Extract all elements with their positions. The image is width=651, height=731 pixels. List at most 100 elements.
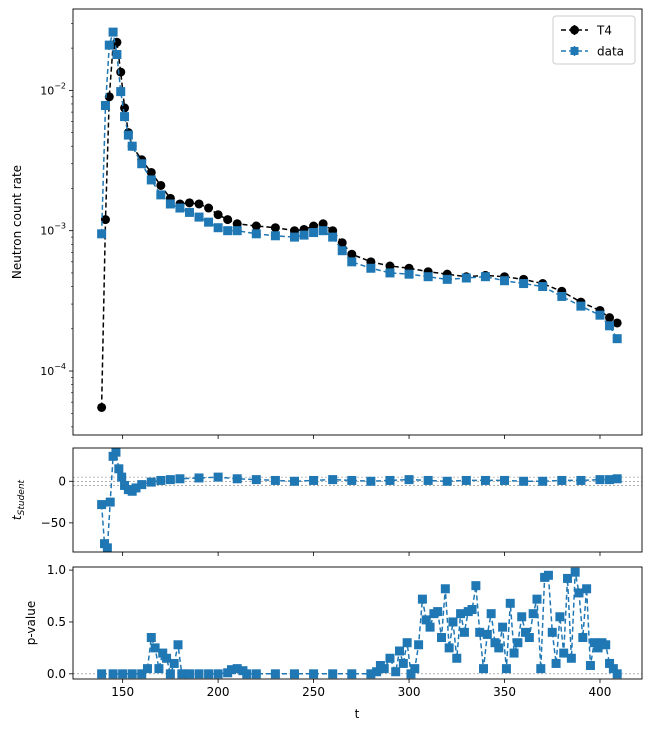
x-tick-label: 300 [398, 685, 421, 699]
data-point [612, 334, 622, 344]
data-point [421, 615, 431, 625]
data-point [570, 567, 580, 577]
data-point [366, 476, 376, 486]
data-point [347, 257, 357, 267]
data-point [366, 669, 376, 679]
data-point [414, 640, 424, 650]
data-point [494, 643, 504, 653]
data-point [318, 226, 328, 236]
data-point [475, 627, 485, 637]
data-point [105, 497, 115, 507]
legend-item-data: data [561, 45, 624, 59]
x-tick-label: 400 [589, 685, 612, 699]
data-point [213, 669, 223, 679]
data-point [251, 229, 261, 239]
data-point [385, 475, 395, 485]
data-point [347, 669, 357, 679]
data-point [347, 249, 357, 259]
data-point [156, 190, 166, 200]
data-point [528, 609, 538, 619]
data-point [404, 269, 414, 279]
data-point [232, 219, 242, 229]
data-point [605, 475, 615, 485]
data-point [289, 476, 299, 486]
pvalue-panel: 0.0 0.5 1.0 150 200 250 300 350 400 p-value t [24, 563, 643, 721]
data-point [318, 219, 328, 229]
data-point [120, 112, 130, 122]
x-axis-label: t [355, 707, 360, 721]
residual-panel-frame [72, 447, 643, 553]
data-point [612, 474, 622, 484]
data-point [118, 669, 128, 679]
data-point [194, 199, 204, 209]
residual-panel: 0 −50 tStudent [10, 447, 643, 556]
data-point [467, 605, 477, 615]
data-point [97, 402, 107, 412]
data-point [612, 318, 622, 328]
data-point [104, 40, 114, 50]
data-point [213, 472, 223, 482]
data-point [251, 475, 261, 485]
y-tick-label: 0 [58, 474, 66, 488]
data-point [444, 643, 454, 653]
data-point [146, 167, 156, 177]
data-point [517, 612, 527, 622]
data-point [309, 669, 319, 679]
data-point [251, 221, 261, 231]
data-point [97, 500, 107, 510]
residual-ylabel: tStudent [10, 479, 27, 520]
data-point [154, 664, 164, 674]
data-point [576, 475, 586, 485]
data-point [402, 638, 412, 648]
data-point [395, 646, 405, 656]
data-point [117, 472, 127, 482]
data-point [461, 475, 471, 485]
data-point [177, 669, 187, 679]
data-point [156, 180, 166, 190]
data-point [500, 475, 510, 485]
data-point [184, 198, 194, 208]
x-tick-label: 350 [493, 685, 516, 699]
data-point [585, 661, 595, 671]
data-point [480, 272, 490, 282]
data-point [116, 87, 126, 97]
data-point [108, 669, 118, 679]
data-point [146, 477, 156, 487]
data-point [169, 658, 179, 668]
y-tick-label: 1.0 [47, 563, 66, 577]
data-point [391, 667, 401, 677]
data-point [289, 232, 299, 242]
data-point [612, 669, 622, 679]
data-point [299, 230, 309, 240]
data-point [595, 310, 605, 320]
data-point [120, 103, 130, 113]
data-point [366, 263, 376, 273]
data-point [505, 598, 515, 608]
data-point [97, 669, 107, 679]
data-point [593, 643, 603, 653]
data-point [379, 664, 389, 674]
data-point [406, 669, 416, 679]
data-point [194, 473, 204, 483]
data-point [127, 669, 137, 679]
data-point [131, 483, 141, 493]
data-point [601, 640, 611, 650]
data-point [536, 664, 546, 674]
y-tick-label: −50 [41, 516, 66, 530]
data-point [440, 584, 450, 594]
y-tick-label: 10−3 [40, 222, 66, 238]
data-point [448, 617, 458, 627]
data-point [555, 612, 565, 622]
data-point [417, 594, 427, 604]
data-point [165, 475, 175, 485]
data-point [372, 667, 382, 677]
data-point [559, 648, 569, 658]
data-point [471, 581, 481, 591]
data-point [146, 175, 156, 185]
data-point [242, 669, 252, 679]
data-point [509, 648, 519, 658]
data-point [557, 291, 567, 301]
data-point [479, 664, 489, 674]
main-panel: 10−2 10−3 10−4 Neutron count rate T4 data [10, 8, 643, 439]
